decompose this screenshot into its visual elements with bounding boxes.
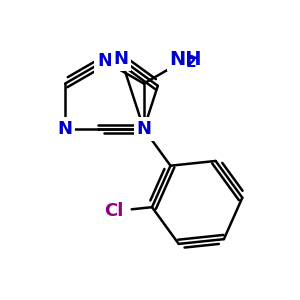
Text: NH: NH <box>169 50 201 69</box>
Text: N: N <box>97 52 112 70</box>
Text: N: N <box>136 120 151 138</box>
Text: N: N <box>58 120 73 138</box>
Text: N: N <box>114 50 129 68</box>
Text: 2: 2 <box>186 55 196 70</box>
Text: Cl: Cl <box>104 202 123 220</box>
